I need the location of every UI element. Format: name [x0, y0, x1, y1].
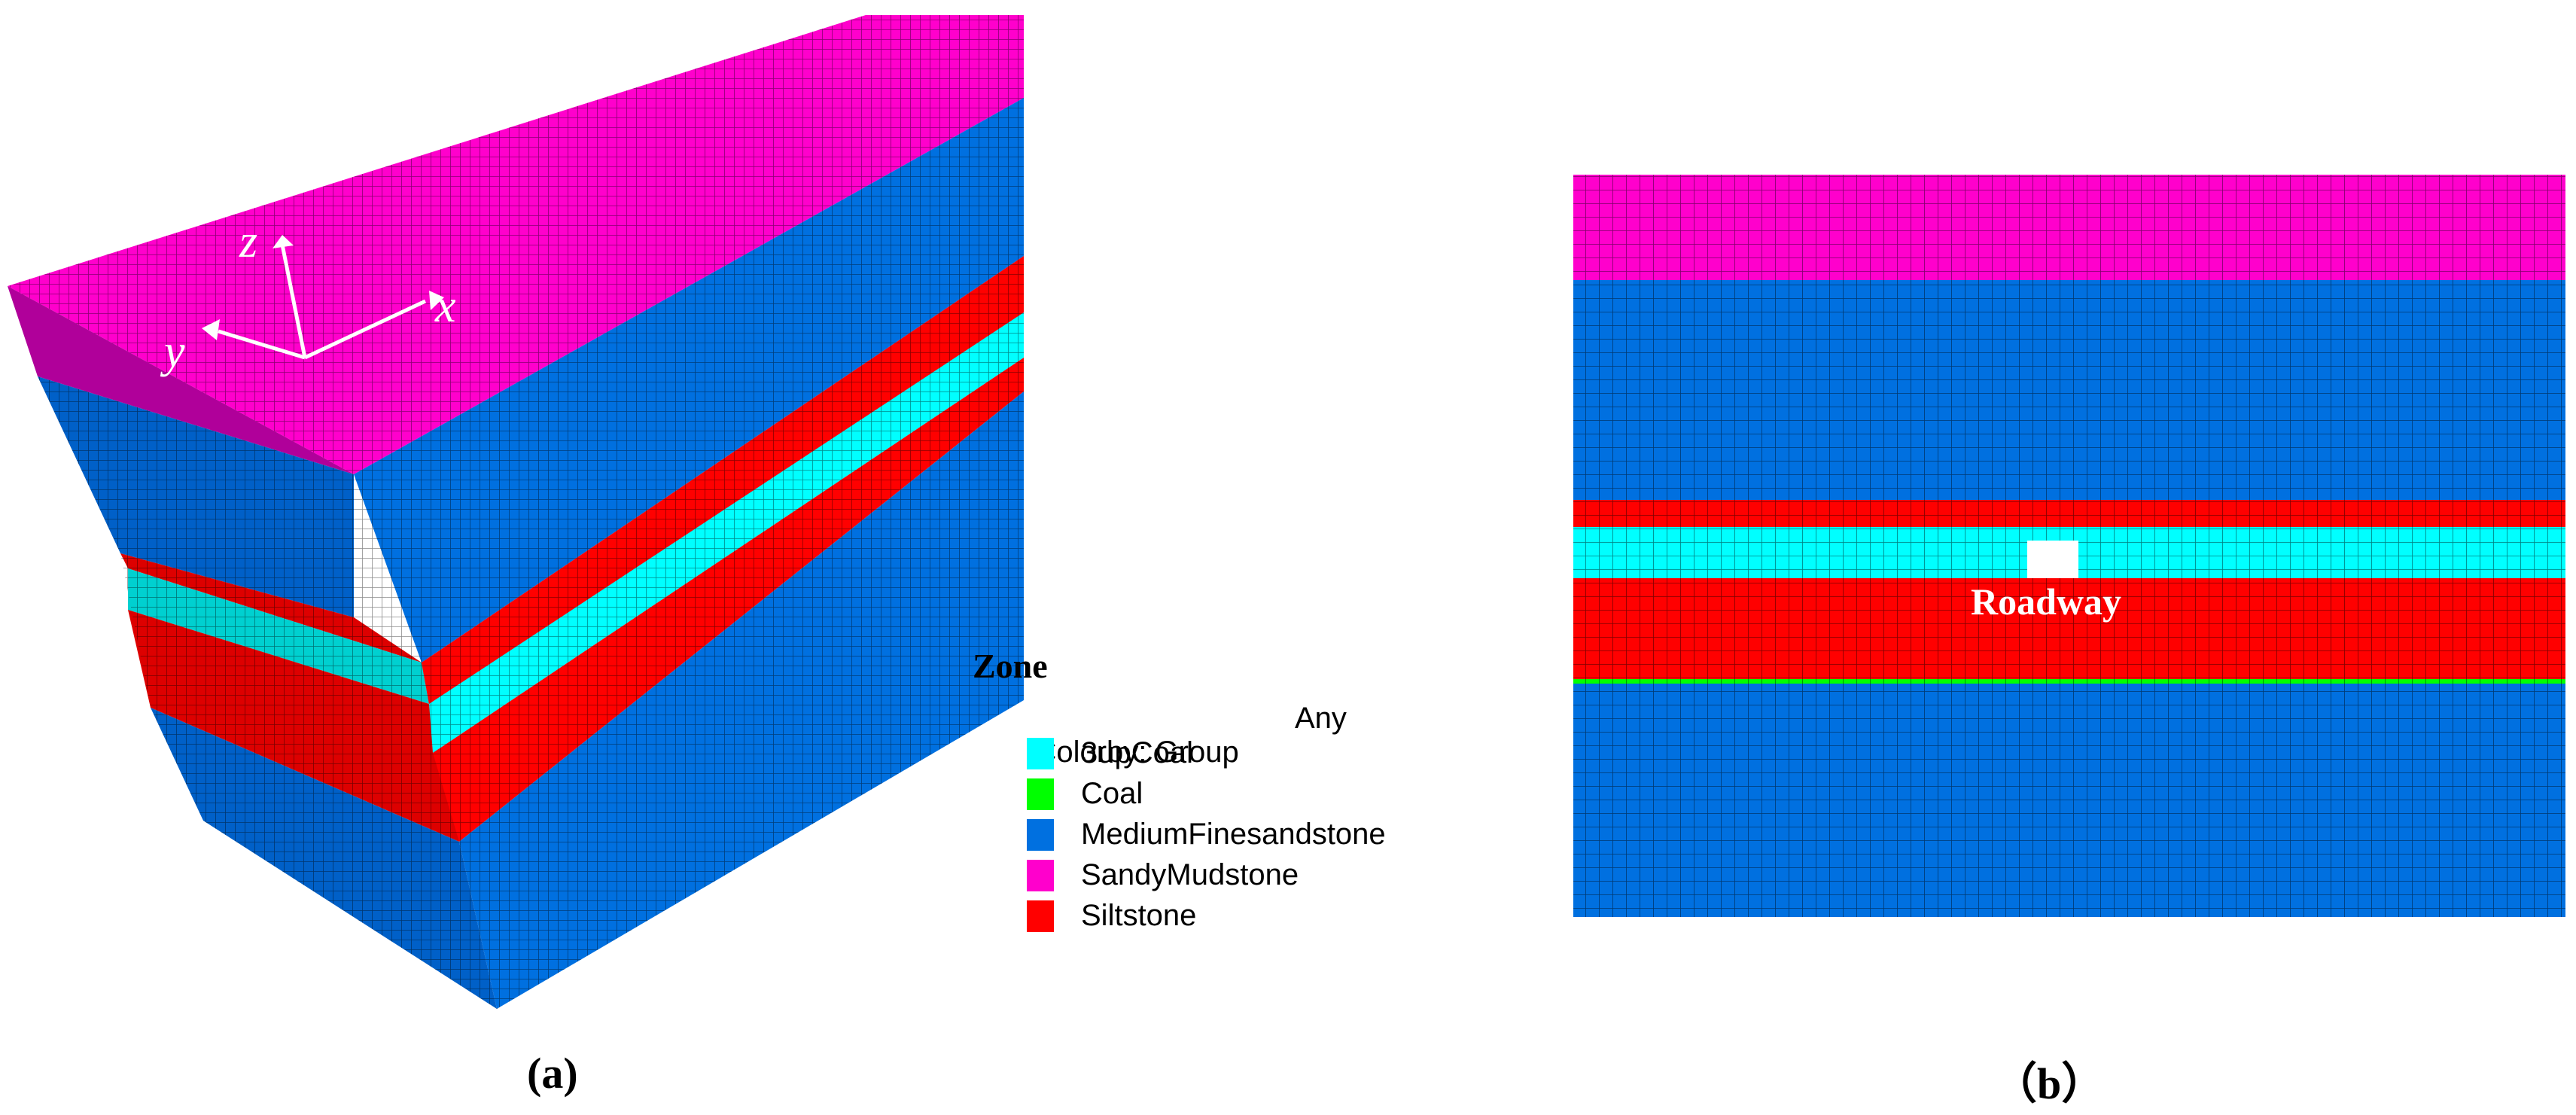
legend-any-label: Any — [1295, 702, 1347, 735]
panel-label-a: (a) — [527, 1049, 578, 1098]
roadway-opening — [2027, 541, 2078, 578]
top-face-sandy-mudstone — [8, 15, 1024, 474]
legend-label: Coal — [1081, 777, 1143, 810]
legend-swatch — [1027, 860, 1054, 891]
axis-y-label: y — [164, 326, 185, 377]
legend-title: Zone — [973, 647, 1048, 685]
legend-label: SandyMudstone — [1081, 858, 1299, 891]
panel-label-b: （b） — [1993, 1059, 2106, 1108]
roadway-label: Roadway — [1971, 580, 2122, 623]
left-face — [8, 286, 497, 1009]
legend-label: 3upCoal — [1081, 736, 1194, 769]
block-model-3d — [8, 15, 1024, 1009]
axis-x-label: x — [435, 281, 456, 332]
section-2d — [1573, 175, 2565, 917]
legend-label: MediumFinesandstone — [1081, 818, 1386, 851]
axis-z-label: z — [239, 216, 258, 267]
legend-swatch — [1027, 738, 1054, 769]
legend-swatch — [1027, 900, 1054, 932]
legend-label: Siltstone — [1081, 899, 1197, 932]
legend-swatch — [1027, 778, 1054, 810]
legend-swatch — [1027, 819, 1054, 851]
axis-triad — [202, 235, 444, 360]
front-face — [354, 98, 1024, 1009]
